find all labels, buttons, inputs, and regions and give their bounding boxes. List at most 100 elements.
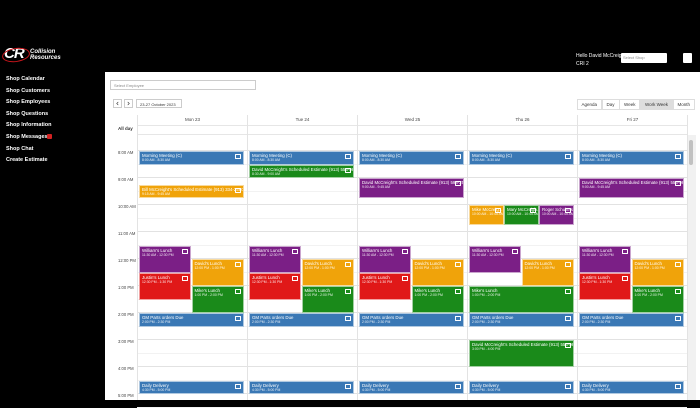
event[interactable]: Morning Meeting (C) 8:00 AM - 8:30 AM bbox=[139, 151, 244, 165]
time-label: 3:00 PM bbox=[118, 339, 134, 344]
menu-item[interactable]: Create Estimate bbox=[6, 157, 48, 164]
event-time: 8:00 AM - 8:30 AM bbox=[472, 158, 500, 162]
time-label: 1:00 PM bbox=[118, 285, 134, 290]
event[interactable]: Justin's Lunch 12:30 PM - 1:30 PM bbox=[249, 272, 301, 300]
event[interactable]: GM Parts orders Due 2:00 PM - 2:30 PM bbox=[579, 313, 684, 327]
event[interactable]: David's Lunch 12:00 PM - 1:00 PM bbox=[521, 259, 574, 286]
event[interactable]: Daily Delivery 4:30 PM - 5:00 PM bbox=[469, 380, 574, 394]
menu-item[interactable]: Shop Messages bbox=[6, 133, 101, 145]
event[interactable]: Morning Meeting (C) 8:00 AM - 8:30 AM bbox=[249, 151, 354, 165]
event[interactable]: William's Lunch 11:30 AM - 12:30 PM bbox=[359, 245, 411, 273]
event[interactable]: David McCreight's Scheduled Estimate (91… bbox=[359, 178, 464, 199]
menu-item[interactable]: Shop Information bbox=[6, 122, 52, 129]
event[interactable]: David's Lunch 12:00 PM - 1:00 PM bbox=[301, 259, 354, 286]
event[interactable]: David McCreight's Scheduled Estimate (91… bbox=[249, 164, 354, 178]
grid-line bbox=[137, 244, 687, 246]
event-time: 4:30 PM - 5:00 PM bbox=[252, 387, 281, 392]
badge[interactable] bbox=[47, 133, 52, 139]
event[interactable]: David McCreight's Scheduled Estimate (91… bbox=[579, 178, 684, 199]
event-time: 1:00 PM - 2:00 PM bbox=[414, 293, 443, 297]
date-range[interactable]: 23-27 October 2023 bbox=[136, 99, 182, 108]
menu-item[interactable]: Shop Employees bbox=[6, 99, 51, 106]
grid-line bbox=[137, 258, 687, 259]
event[interactable]: GM Parts orders Due 2:00 PM - 2:30 PM bbox=[249, 313, 354, 327]
event-time: 12:30 PM - 1:30 PM bbox=[252, 279, 283, 284]
time-label: 5:00 PM bbox=[118, 393, 134, 398]
view-button[interactable]: Day bbox=[601, 99, 620, 110]
event[interactable]: Daily Delivery 4:30 PM - 5:00 PM bbox=[359, 380, 464, 394]
event[interactable]: Mike McCreig... 10:00 AM - 10:45 AM bbox=[469, 205, 504, 226]
event[interactable]: William's Lunch 11:30 AM - 12:30 PM bbox=[249, 245, 301, 273]
column-line bbox=[137, 115, 138, 400]
event[interactable]: William's Lunch 11:30 AM - 12:30 PM bbox=[579, 245, 631, 273]
event[interactable]: Daily Delivery 4:30 PM - 5:00 PM bbox=[579, 380, 684, 394]
event[interactable]: Morning Meeting (C) 8:00 AM - 8:30 AM bbox=[579, 151, 684, 165]
event[interactable]: Mike's Lunch 1:00 PM - 2:00 PM bbox=[631, 286, 684, 313]
event[interactable]: Mike's Lunch 1:00 PM - 2:00 PM bbox=[191, 286, 244, 313]
event-time: 2:00 PM - 2:30 PM bbox=[362, 320, 391, 324]
day-header: Mon 23 bbox=[137, 115, 247, 125]
event-time: 12:30 PM - 1:30 PM bbox=[582, 279, 613, 284]
event-time: 10:00 AM - 10:45 AM bbox=[542, 212, 574, 216]
prev-button[interactable] bbox=[113, 99, 122, 108]
event[interactable]: Daily Delivery 4:30 PM - 5:00 PM bbox=[249, 380, 354, 394]
event[interactable]: Roger Schulte's... 10:00 AM - 10:45 AM bbox=[539, 205, 574, 226]
event-time: 1:00 PM - 2:00 PM bbox=[634, 293, 663, 297]
column-line bbox=[687, 115, 688, 400]
view-button[interactable]: Month bbox=[672, 99, 696, 110]
menu-item[interactable]: Shop Customers bbox=[6, 87, 51, 94]
grid-line bbox=[137, 134, 687, 135]
view-button[interactable]: Week bbox=[619, 99, 641, 110]
event-title: Mike McCreig... bbox=[472, 207, 503, 212]
event[interactable]: Daily Delivery 4:30 PM - 5:00 PM bbox=[139, 380, 244, 394]
logo-mark[interactable]: CR bbox=[4, 45, 25, 62]
event[interactable]: Justin's Lunch 12:30 PM - 1:30 PM bbox=[139, 272, 191, 300]
event-time: 8:00 AM - 8:30 AM bbox=[582, 158, 610, 162]
event[interactable]: William's Lunch 11:30 AM - 12:30 PM bbox=[139, 245, 191, 273]
event-title: Mary McCreigh... bbox=[507, 207, 539, 212]
column-line bbox=[577, 115, 578, 400]
event[interactable]: David McCreight's Scheduled Estimate (91… bbox=[469, 340, 574, 367]
menu-item[interactable]: Shop Questions bbox=[6, 110, 49, 117]
event[interactable]: Morning Meeting (C) 8:00 AM - 8:30 AM bbox=[359, 151, 464, 165]
event[interactable]: Justin's Lunch 12:30 PM - 1:30 PM bbox=[579, 272, 631, 300]
event-time: 9:00 AM - 9:45 AM bbox=[362, 185, 390, 189]
next-button[interactable] bbox=[124, 99, 133, 108]
event[interactable]: David's Lunch 12:00 PM - 1:00 PM bbox=[631, 259, 684, 286]
event[interactable]: William's Lunch 11:30 AM - 12:30 PM bbox=[469, 245, 521, 273]
event[interactable]: David's Lunch 12:00 PM - 1:00 PM bbox=[191, 259, 244, 286]
event[interactable]: Bill McCreight's Scheduled Estimate (913… bbox=[139, 184, 244, 199]
event[interactable]: Justin's Lunch 12:30 PM - 1:30 PM bbox=[359, 272, 411, 300]
event-title: William's Lunch bbox=[362, 247, 393, 253]
logo-text[interactable]: Collision Resources bbox=[30, 49, 61, 61]
event[interactable]: Mike's Lunch 1:00 PM - 2:00 PM bbox=[469, 286, 574, 313]
event[interactable]: David's Lunch 12:00 PM - 1:00 PM bbox=[411, 259, 464, 286]
shop-select[interactable]: Select Shop bbox=[621, 53, 667, 63]
event-time: 9:15 AM - 9:45 AM bbox=[142, 191, 170, 196]
event-title: David's Lunch bbox=[634, 261, 662, 266]
menu-item[interactable]: Shop Chat bbox=[6, 145, 34, 152]
event[interactable]: Morning Meeting (C) 8:00 AM - 8:30 AM bbox=[469, 151, 574, 165]
event[interactable]: Mary McCreigh... 10:00 AM - 10:45 AM bbox=[504, 205, 539, 226]
shop-button[interactable] bbox=[683, 53, 692, 63]
event[interactable]: Mike's Lunch 1:00 PM - 2:00 PM bbox=[411, 286, 464, 313]
view-button[interactable]: Work Week bbox=[639, 99, 674, 110]
event[interactable]: GM Parts orders Due 2:00 PM - 2:30 PM bbox=[139, 313, 244, 327]
event[interactable]: GM Parts orders Due 2:00 PM - 2:30 PM bbox=[469, 313, 574, 327]
menu-item[interactable]: Shop Calendar bbox=[6, 76, 45, 82]
view-button[interactable]: Agenda bbox=[576, 99, 603, 110]
scroll-thumb[interactable] bbox=[689, 140, 693, 165]
event[interactable]: Mike's Lunch 1:00 PM - 2:00 PM bbox=[301, 286, 354, 313]
event-title: Daily Delivery bbox=[362, 382, 389, 388]
scrollbar[interactable] bbox=[687, 135, 696, 400]
event-time: 11:30 AM - 12:30 PM bbox=[362, 252, 394, 257]
employee-select[interactable]: Select Employee bbox=[110, 80, 256, 90]
event[interactable]: GM Parts orders Due 2:00 PM - 2:30 PM bbox=[359, 313, 464, 327]
time-label: 4:00 PM bbox=[118, 366, 134, 371]
column-line bbox=[247, 115, 248, 400]
all-day-label: All day bbox=[118, 126, 133, 131]
grid-line bbox=[137, 125, 687, 126]
grid-line bbox=[137, 217, 687, 219]
greeting: Hello David McCreight bbox=[576, 53, 626, 59]
grid-line bbox=[137, 339, 687, 340]
